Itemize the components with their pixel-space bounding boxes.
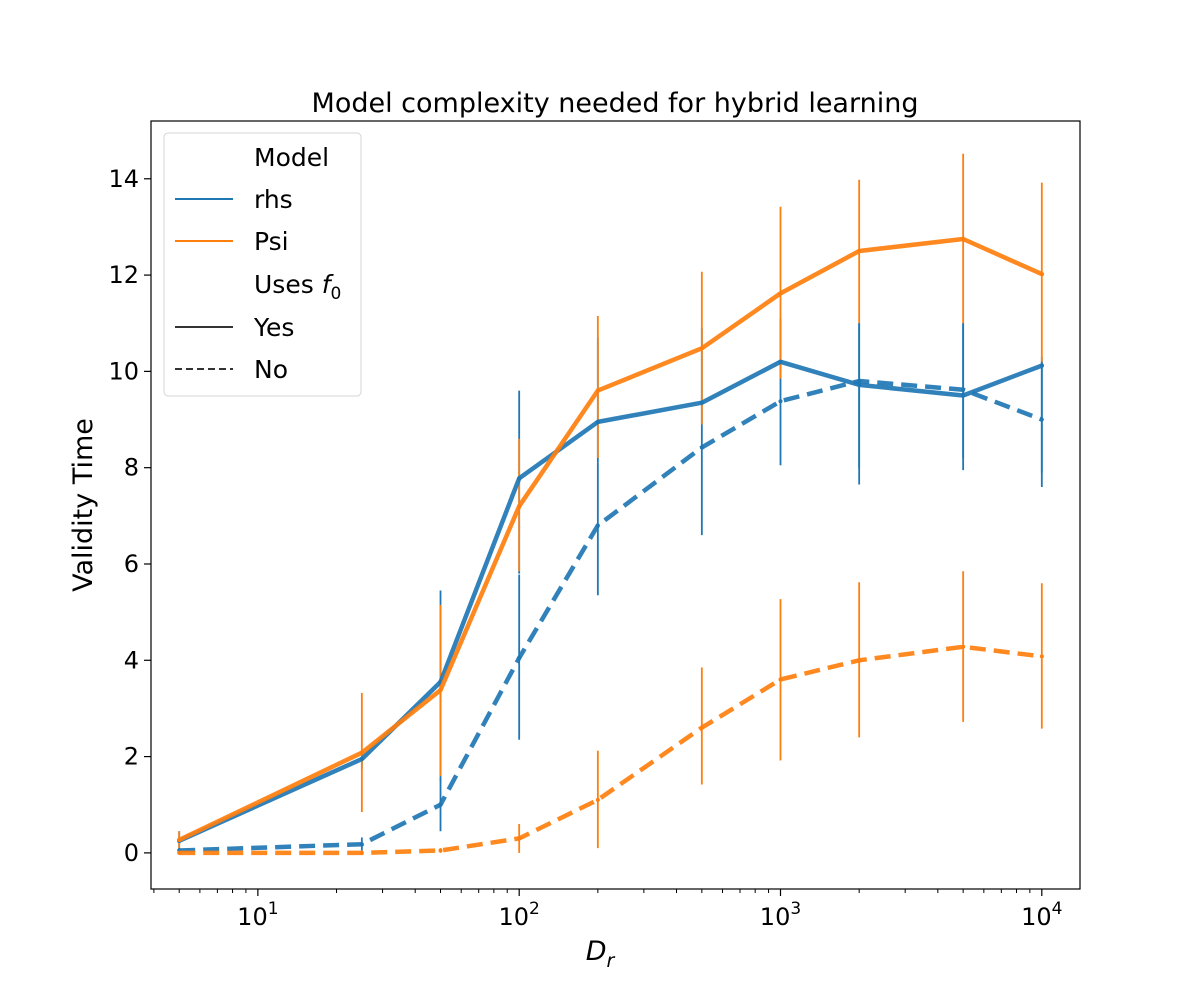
series-line-rhs-yes — [176, 359, 1045, 844]
x-axis-label-sub: r — [606, 950, 615, 972]
data-point-rhs-yes — [857, 382, 862, 387]
x-axis: 101 102 103 104 — [153, 889, 1063, 931]
legend-header-uses-f0: Uses f0 — [254, 270, 341, 304]
y-tick-label: 6 — [124, 550, 139, 578]
data-point-psi-yes — [961, 236, 966, 241]
legend-label-yes: Yes — [253, 313, 294, 342]
data-point-psi-no — [699, 725, 704, 730]
x-tick-label: 103 — [760, 899, 801, 931]
data-point-rhs-no — [699, 445, 704, 450]
x-tick-label: 102 — [498, 899, 539, 931]
x-tick-label: 104 — [1021, 899, 1062, 931]
data-point-psi-no — [595, 797, 600, 802]
data-point-psi-yes — [177, 837, 182, 842]
data-point-psi-yes — [699, 346, 704, 351]
data-point-psi-no — [1039, 654, 1044, 659]
y-axis-label: Validity Time — [68, 418, 99, 592]
data-point-psi-yes — [778, 291, 783, 296]
data-point-rhs-yes — [517, 476, 522, 481]
y-tick-label: 8 — [124, 454, 139, 482]
y-tick-label: 14 — [108, 165, 139, 193]
data-point-rhs-no — [359, 842, 364, 847]
data-point-rhs-no — [517, 655, 522, 660]
chart-title: Model complexity needed for hybrid learn… — [312, 88, 919, 119]
data-point-psi-no — [857, 658, 862, 663]
data-point-rhs-yes — [1039, 363, 1044, 368]
data-point-rhs-yes — [595, 419, 600, 424]
data-point-psi-yes — [1039, 272, 1044, 277]
data-point-psi-yes — [595, 388, 600, 393]
series-lines — [176, 236, 1045, 856]
data-point-psi-yes — [438, 688, 443, 693]
legend-header-uses-text: Uses — [254, 270, 322, 299]
legend-label-psi: Psi — [254, 227, 289, 256]
legend-header-f-sub: 0 — [331, 284, 342, 304]
x-axis-label-base: D — [586, 936, 607, 967]
data-point-psi-yes — [857, 249, 862, 254]
y-tick-label: 12 — [108, 261, 139, 289]
data-point-psi-no — [177, 850, 182, 855]
data-point-psi-yes — [517, 504, 522, 509]
data-point-rhs-yes — [359, 756, 364, 761]
data-point-rhs-no — [857, 379, 862, 384]
plot-frame — [150, 120, 1081, 890]
data-point-psi-no — [961, 644, 966, 649]
legend-header-model: Model — [254, 143, 329, 172]
y-tick-label: 4 — [124, 646, 139, 674]
y-tick-label: 0 — [124, 839, 139, 867]
data-point-psi-no — [778, 677, 783, 682]
data-point-psi-no — [438, 848, 443, 853]
series-line-psi-yes — [176, 236, 1045, 843]
data-point-psi-yes — [359, 750, 364, 755]
plot-area — [176, 153, 1045, 856]
data-point-psi-no — [517, 836, 522, 841]
data-point-rhs-yes — [778, 359, 783, 364]
data-point-rhs-no — [595, 523, 600, 528]
data-point-rhs-yes — [699, 400, 704, 405]
data-point-rhs-yes — [961, 393, 966, 398]
data-point-rhs-no — [1039, 417, 1044, 422]
data-point-rhs-no — [438, 802, 443, 807]
data-point-rhs-no — [961, 387, 966, 392]
data-point-psi-no — [359, 850, 364, 855]
y-tick-label: 10 — [108, 357, 139, 385]
data-point-rhs-no — [778, 399, 783, 404]
x-tick-label: 101 — [237, 899, 278, 931]
y-axis: 0 2 4 6 8 10 12 14 — [108, 165, 151, 867]
series-line-rhs-no — [179, 378, 1043, 853]
legend: Model rhs Psi Uses f0 Yes No — [163, 132, 362, 397]
y-tick-label: 2 — [124, 743, 139, 771]
x-axis-label: Dr — [586, 936, 616, 972]
legend-label-no: No — [254, 355, 288, 384]
series-line-psi-no — [179, 644, 1043, 856]
legend-label-rhs: rhs — [254, 185, 293, 214]
